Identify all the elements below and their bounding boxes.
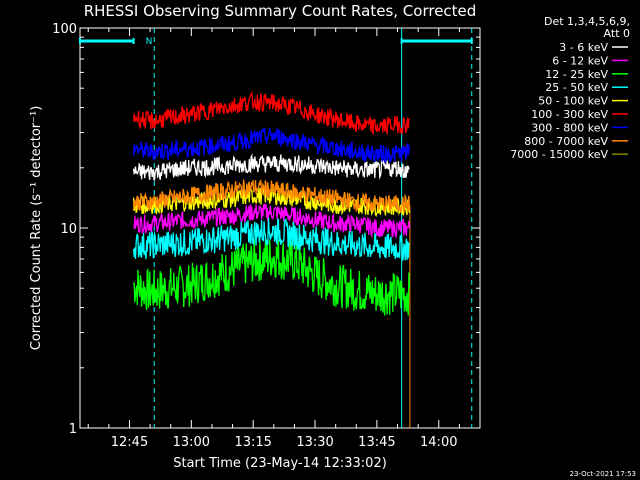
- x-tick-label: 13:15: [234, 435, 271, 450]
- x-axis: 12:45 13:00 13:15 13:30 13:45 14:00: [87, 28, 481, 450]
- series-line: [132, 186, 411, 218]
- y-axis: 1 10 100: [52, 22, 480, 437]
- y-tick-label: 1: [69, 422, 77, 437]
- legend-label: 25 - 50 keV: [545, 81, 608, 94]
- legend-label: 3 - 6 keV: [559, 41, 608, 54]
- series-line: [132, 239, 411, 316]
- x-tick-label: 12:45: [111, 435, 148, 450]
- y-tick-label: 100: [52, 22, 77, 37]
- legend-label: 50 - 100 keV: [538, 95, 608, 108]
- legend-label: 800 - 7000 keV: [524, 135, 608, 148]
- series-line: [133, 203, 411, 240]
- series-line: [132, 126, 411, 164]
- x-tick-label: 13:45: [358, 435, 395, 450]
- legend-label: 12 - 25 keV: [545, 68, 608, 81]
- x-tick-label: 13:00: [173, 435, 210, 450]
- legend-label: 100 - 300 keV: [531, 108, 608, 121]
- legend-header: Det 1,3,4,5,6,9,: [544, 15, 630, 28]
- legend-header: Att 0: [604, 27, 630, 40]
- legend-label: 7000 - 15000 keV: [510, 148, 608, 161]
- legend-label: 6 - 12 keV: [552, 54, 608, 67]
- series-line: [132, 153, 410, 181]
- y-axis-label: Corrected Count Rate (s⁻¹ detector⁻¹): [29, 106, 44, 351]
- x-tick-label: 13:30: [296, 435, 333, 450]
- attenuator-bar-label: N: [146, 37, 153, 47]
- y-tick-label: 10: [60, 222, 77, 237]
- legend-label: 300 - 800 keV: [531, 121, 608, 134]
- x-axis-label: Start Time (23-May-14 12:33:02): [173, 456, 387, 471]
- timestamp: 23-Oct-2021 17:53: [570, 470, 636, 478]
- series-line: [132, 179, 411, 213]
- series-line: [132, 217, 410, 261]
- series-line: [132, 90, 411, 136]
- chart-title: RHESSI Observing Summary Count Rates, Co…: [84, 2, 477, 20]
- series-layer: [132, 90, 411, 316]
- x-tick-label: 14:00: [420, 435, 457, 450]
